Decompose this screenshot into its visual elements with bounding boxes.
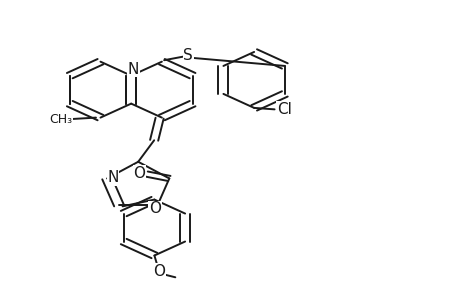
Text: O: O [133,166,145,181]
Text: N: N [107,170,118,185]
Text: O: O [153,264,165,279]
Text: S: S [183,48,193,63]
Text: N: N [128,62,139,77]
Text: O: O [149,202,161,217]
Text: CH₃: CH₃ [49,112,73,126]
Text: Cl: Cl [276,102,291,117]
